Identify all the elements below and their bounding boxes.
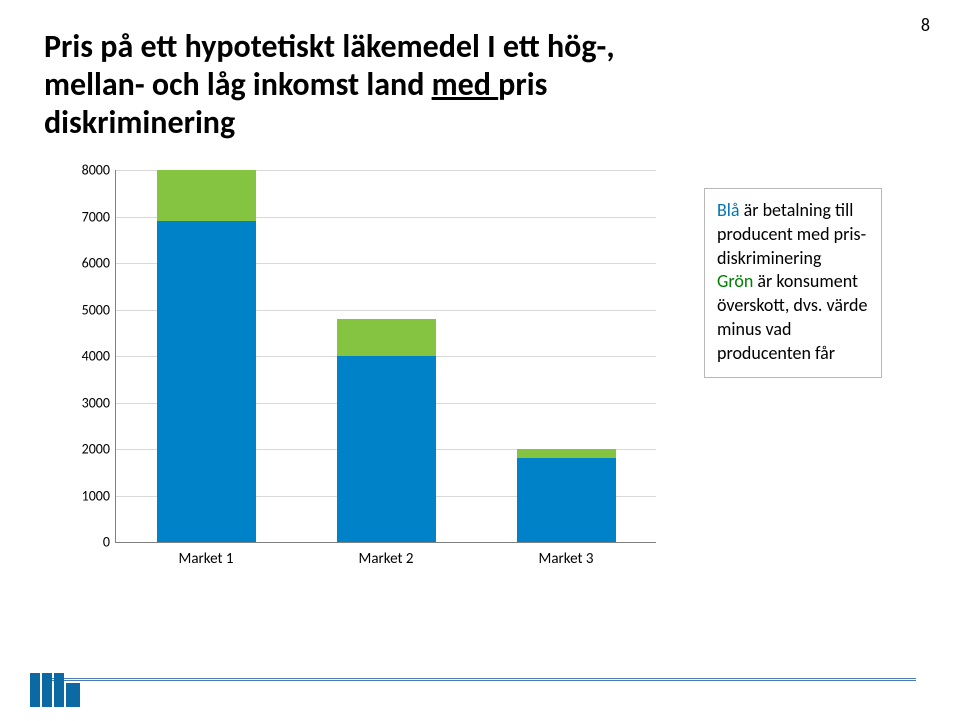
chart-bar xyxy=(157,170,256,542)
logo-pillar xyxy=(42,673,52,707)
legend-box: Blå är betalning till producent med pris… xyxy=(704,188,882,378)
slide-title: Pris på ett hypotetiskt läkemedel I ett … xyxy=(44,28,824,141)
chart-bar-segment xyxy=(157,170,256,221)
chart-y-tick-label: 3000 xyxy=(62,394,110,411)
chart-y-tick-label: 7000 xyxy=(62,208,110,225)
logo-pillar xyxy=(54,673,64,707)
slide: 8 Pris på ett hypotetiskt läkemedel I et… xyxy=(0,0,960,721)
chart-bar-segment xyxy=(517,449,616,458)
title-line-1: Pris på ett hypotetiskt läkemedel I ett … xyxy=(44,27,615,66)
legend-text: Blå är betalning till producent med pris… xyxy=(717,199,869,365)
chart-y-tick-label: 2000 xyxy=(62,441,110,458)
chart-y-tick-label: 6000 xyxy=(62,255,110,272)
logo-pillar xyxy=(66,683,80,707)
chart-bar xyxy=(517,449,616,542)
footer-divider xyxy=(44,678,916,681)
chart-x-tick-label: Market 1 xyxy=(179,550,234,568)
chart-x-tick-label: Market 3 xyxy=(539,550,594,568)
chart-bar-segment xyxy=(337,319,436,356)
legend-green-word: Grön xyxy=(717,270,753,292)
logo-pillar xyxy=(30,673,40,707)
chart-bar-segment xyxy=(337,356,436,542)
chart-bar-segment xyxy=(157,221,256,542)
chart-y-tick-label: 5000 xyxy=(62,301,110,318)
page-number: 8 xyxy=(921,14,930,36)
chart-y-tick-label: 8000 xyxy=(62,162,110,179)
chart: 0 1000 2000 3000 4000 5000 6000 7000 8000 Market … xyxy=(60,160,670,590)
chart-bar-segment xyxy=(517,458,616,542)
chart-plot-area: 010002000300040005000600070008000Market … xyxy=(115,170,656,543)
chart-y-tick-label: 1000 xyxy=(62,487,110,504)
legend-blue-rest: är betalning till producent med pris-dis… xyxy=(717,199,866,269)
chart-y-tick-label: 4000 xyxy=(62,348,110,365)
title-underlined: med xyxy=(432,65,499,104)
title-line-2a: mellan- och låg inkomst land xyxy=(44,65,432,104)
chart-bar xyxy=(337,319,436,542)
logo xyxy=(30,673,90,707)
chart-x-tick-label: Market 2 xyxy=(359,550,414,568)
title-line-3: diskriminering xyxy=(44,103,235,142)
chart-y-tick-label: 0 xyxy=(62,534,110,551)
title-line-2b: pris xyxy=(498,65,547,104)
legend-blue-word: Blå xyxy=(717,199,740,221)
